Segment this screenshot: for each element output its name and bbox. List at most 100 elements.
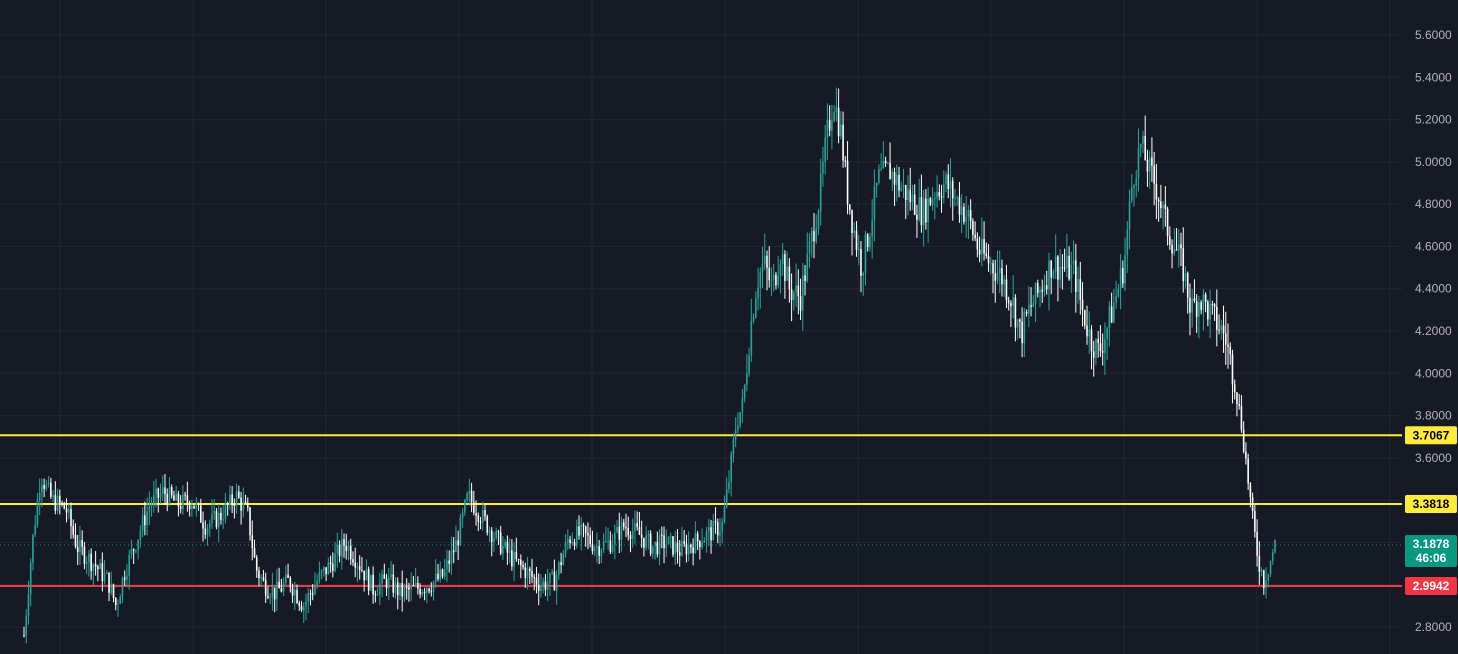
candle-body <box>1003 279 1006 285</box>
candle-body <box>945 174 947 185</box>
candle-body <box>1211 304 1214 306</box>
candle-body <box>486 516 489 533</box>
candle-body <box>759 271 762 288</box>
candle-body <box>439 569 442 580</box>
candle-body <box>423 591 426 593</box>
candle-body <box>1066 255 1068 269</box>
candle-body <box>448 560 451 564</box>
candle-body <box>166 494 169 505</box>
candle-body <box>1061 267 1064 269</box>
candle-body <box>739 412 741 426</box>
candle-body <box>815 228 818 242</box>
candle-body <box>155 488 157 495</box>
candle-body <box>396 582 399 596</box>
y-tick-label: 2.8000 <box>1415 620 1452 634</box>
candle-body <box>1077 279 1079 292</box>
candle-body <box>74 534 77 547</box>
candle-body <box>1227 344 1229 347</box>
candle-body <box>417 582 419 589</box>
candle-body <box>161 487 164 494</box>
candle-body <box>399 583 401 596</box>
candle-body <box>531 570 533 577</box>
candle-body <box>1209 304 1211 320</box>
candle-body <box>746 373 748 385</box>
candle-body <box>1242 429 1245 452</box>
candle-body <box>327 562 330 575</box>
candle-body <box>135 550 137 552</box>
candle-body <box>1113 302 1115 323</box>
candle-body <box>1265 580 1267 588</box>
candle-body <box>246 502 249 508</box>
candle-body <box>934 198 936 200</box>
candle-body <box>1101 351 1104 353</box>
candle-body <box>860 248 862 276</box>
candle-body <box>665 543 668 549</box>
candle-body <box>533 576 536 578</box>
candle-body <box>305 601 307 607</box>
candle-body <box>1213 304 1216 307</box>
candle-body <box>1059 267 1061 280</box>
candle-body <box>631 531 634 539</box>
candle-body <box>1216 306 1218 330</box>
candle-body <box>884 160 887 164</box>
candle-body <box>1086 325 1088 337</box>
candle-body <box>188 503 191 510</box>
candle-body <box>813 231 815 242</box>
candle-body <box>280 588 283 592</box>
candle-body <box>940 196 943 198</box>
candle-body <box>392 574 395 593</box>
candle-body <box>103 573 106 581</box>
candle-body <box>1097 338 1100 344</box>
candle-body <box>222 519 224 521</box>
candle-body <box>182 494 184 509</box>
candle-body <box>262 577 265 581</box>
y-tick-label: 4.4000 <box>1415 282 1452 296</box>
candle-body <box>1088 329 1091 337</box>
y-tick-label: 3.8000 <box>1415 409 1452 423</box>
candle-body <box>831 120 833 131</box>
candle-body <box>584 526 587 534</box>
candle-body <box>913 194 916 215</box>
candle-body <box>672 536 674 555</box>
candle-body <box>1271 552 1274 561</box>
candle-body <box>506 541 509 553</box>
candle-body <box>904 185 907 201</box>
candle-body <box>238 491 240 498</box>
candle-body <box>1229 346 1232 355</box>
candle-body <box>609 540 612 553</box>
candle-body <box>1041 289 1044 292</box>
candle-body <box>394 582 397 593</box>
candle-body <box>683 541 685 544</box>
candle-body <box>1251 497 1254 512</box>
candle-body <box>667 536 670 544</box>
candle-body <box>1198 302 1200 317</box>
horizontal-level-lines[interactable] <box>0 434 1402 587</box>
candle-body <box>797 285 800 297</box>
candle-body <box>470 490 473 502</box>
candle-body <box>231 494 233 505</box>
candle-body <box>737 425 739 430</box>
candle-body <box>781 254 784 265</box>
candle-body <box>1068 255 1070 280</box>
candle-body <box>1146 159 1149 172</box>
candle-body <box>692 547 694 553</box>
candle-body <box>446 560 448 569</box>
candle-body <box>1173 249 1176 254</box>
candle-body <box>1193 298 1196 302</box>
candle-body <box>130 549 133 555</box>
candle-body <box>777 275 779 286</box>
candle-body <box>329 562 332 565</box>
candle-body <box>869 236 871 247</box>
candle-body <box>493 538 495 542</box>
candle-body <box>70 509 72 527</box>
candle-body <box>298 602 301 606</box>
candle-body <box>148 506 151 512</box>
candle-body <box>1128 200 1131 230</box>
candle-body <box>1119 268 1122 289</box>
candle-body <box>336 544 339 554</box>
candle-body <box>437 573 439 580</box>
candle-body <box>882 160 885 169</box>
candle-body <box>484 510 486 517</box>
